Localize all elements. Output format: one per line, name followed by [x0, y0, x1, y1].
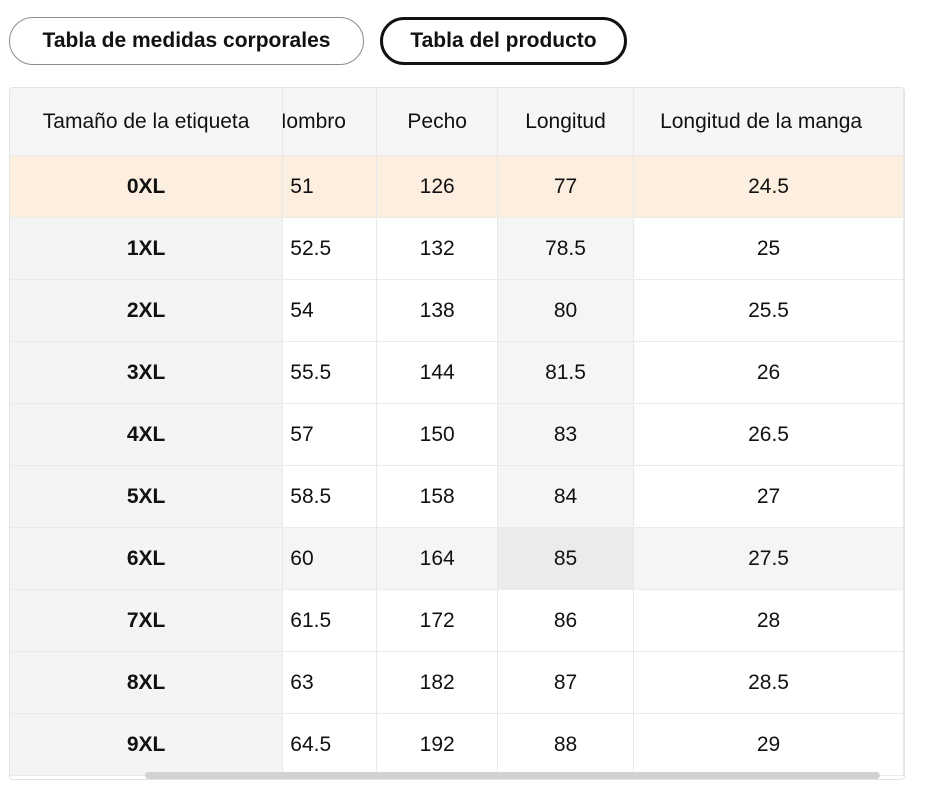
cell-chest: 126 [376, 155, 498, 218]
cell-length: 77 [497, 155, 635, 218]
cell-size: 9XL [10, 713, 284, 776]
size-table: Tamaño de la etiqueta Hombro Pecho Longi… [10, 88, 904, 776]
cell-sleeve: 27.5 [633, 527, 904, 590]
cell-chest: 172 [376, 589, 498, 652]
cell-size: 8XL [10, 651, 284, 714]
tab-body-measurements[interactable]: Tabla de medidas corporales [9, 17, 364, 65]
cell-length: 84 [497, 465, 635, 528]
tab-product-measurements[interactable]: Tabla del producto [380, 17, 627, 65]
cell-length: 81.5 [497, 341, 635, 404]
cell-sleeve: 27 [633, 465, 904, 528]
header-label-size: Tamaño de la etiqueta [10, 88, 284, 156]
header-shoulder: Hombro [282, 88, 378, 156]
cell-size: 1XL [10, 217, 284, 280]
cell-sleeve: 28 [633, 589, 904, 652]
cell-size: 2XL [10, 279, 284, 342]
cell-shoulder: 63 [282, 651, 378, 714]
header-length: Longitud [497, 88, 635, 156]
table-row[interactable]: 8XL 63 182 87 28.5 [10, 651, 904, 714]
cell-length: 86 [497, 589, 635, 652]
cell-length: 80 [497, 279, 635, 342]
cell-shoulder: 64.5 [282, 713, 378, 776]
cell-size: 7XL [10, 589, 284, 652]
cell-chest: 144 [376, 341, 498, 404]
cell-size: 5XL [10, 465, 284, 528]
cell-chest: 150 [376, 403, 498, 466]
cell-chest: 164 [376, 527, 498, 590]
cell-size: 6XL [10, 527, 284, 590]
table-row[interactable]: 0XL 51 126 77 24.5 [10, 155, 904, 218]
cell-chest: 192 [376, 713, 498, 776]
cell-length: 88 [497, 713, 635, 776]
table-row[interactable]: 3XL 55.5 144 81.5 26 [10, 341, 904, 404]
cell-shoulder: 61.5 [282, 589, 378, 652]
header-chest: Pecho [376, 88, 498, 156]
table-row[interactable]: 6XL 60 164 85 27.5 [10, 527, 904, 590]
cell-sleeve: 28.5 [633, 651, 904, 714]
cell-length: 85 [497, 527, 635, 590]
table-row[interactable]: 5XL 58.5 158 84 27 [10, 465, 904, 528]
table-row[interactable]: 2XL 54 138 80 25.5 [10, 279, 904, 342]
cell-length: 78.5 [497, 217, 635, 280]
cell-shoulder: 54 [282, 279, 378, 342]
cell-size: 0XL [10, 155, 284, 218]
cell-shoulder: 55.5 [282, 341, 378, 404]
cell-length: 87 [497, 651, 635, 714]
cell-sleeve: 26 [633, 341, 904, 404]
table-row[interactable]: 1XL 52.5 132 78.5 25 [10, 217, 904, 280]
cell-size: 4XL [10, 403, 284, 466]
cell-shoulder: 52.5 [282, 217, 378, 280]
cell-shoulder: 58.5 [282, 465, 378, 528]
table-row[interactable]: 7XL 61.5 172 86 28 [10, 589, 904, 652]
cell-shoulder: 51 [282, 155, 378, 218]
cell-sleeve: 29 [633, 713, 904, 776]
cell-chest: 182 [376, 651, 498, 714]
cell-sleeve: 25 [633, 217, 904, 280]
header-sleeve-length: Longitud de la manga [633, 88, 904, 156]
table-header-row: Tamaño de la etiqueta Hombro Pecho Longi… [10, 88, 904, 156]
cell-sleeve: 26.5 [633, 403, 904, 466]
size-table-container[interactable]: Tamaño de la etiqueta Hombro Pecho Longi… [9, 87, 905, 780]
cell-chest: 158 [376, 465, 498, 528]
cell-chest: 132 [376, 217, 498, 280]
table-row[interactable]: 9XL 64.5 192 88 29 [10, 713, 904, 776]
cell-chest: 138 [376, 279, 498, 342]
cell-length: 83 [497, 403, 635, 466]
cell-sleeve: 24.5 [633, 155, 904, 218]
horizontal-scrollbar[interactable] [145, 772, 880, 779]
cell-shoulder: 57 [282, 403, 378, 466]
cell-size: 3XL [10, 341, 284, 404]
table-row[interactable]: 4XL 57 150 83 26.5 [10, 403, 904, 466]
cell-shoulder: 60 [282, 527, 378, 590]
cell-sleeve: 25.5 [633, 279, 904, 342]
